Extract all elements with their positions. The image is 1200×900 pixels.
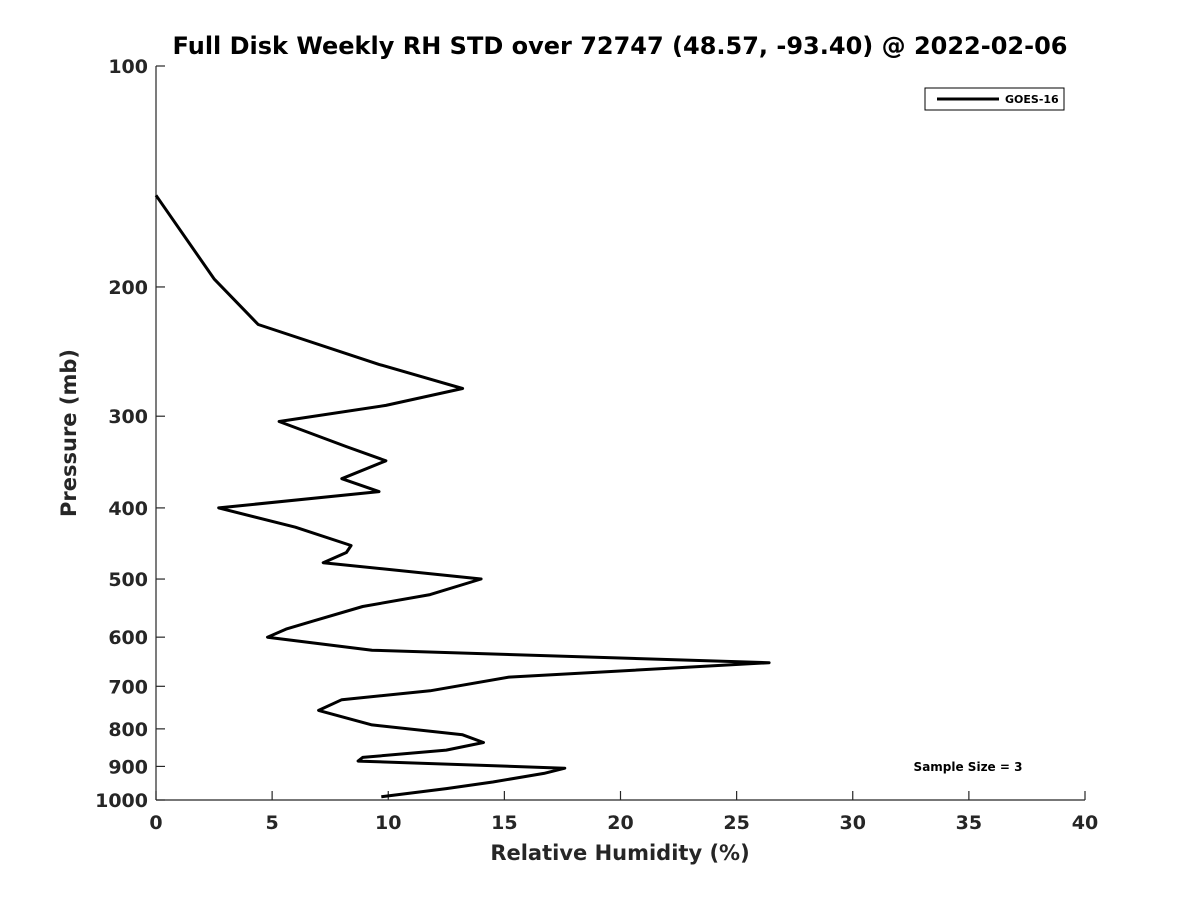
x-tick-label: 15 bbox=[491, 812, 517, 834]
plot-area bbox=[155, 66, 1085, 801]
y-tick-label: 700 bbox=[108, 676, 148, 698]
y-axis-ticks: 100 200 300 400 500 600 700 800 900 1000 bbox=[95, 56, 165, 812]
y-tick-label: 200 bbox=[108, 277, 148, 299]
y-tick-label: 600 bbox=[108, 627, 148, 649]
y-tick-label: 500 bbox=[108, 569, 148, 591]
x-tick-label: 0 bbox=[149, 812, 162, 834]
x-tick-label: 5 bbox=[266, 812, 279, 834]
y-tick-label: 400 bbox=[108, 498, 148, 520]
legend: GOES-16 bbox=[924, 87, 1065, 111]
x-tick-label: 25 bbox=[723, 812, 749, 834]
x-tick-label: 40 bbox=[1072, 812, 1098, 834]
y-tick-label: 800 bbox=[108, 719, 148, 741]
x-tick-label: 30 bbox=[840, 812, 866, 834]
legend-label-goes16: GOES-16 bbox=[1005, 93, 1059, 106]
x-tick-label: 35 bbox=[956, 812, 982, 834]
chart-title: Full Disk Weekly RH STD over 72747 (48.5… bbox=[173, 32, 1068, 60]
x-tick-label: 10 bbox=[375, 812, 401, 834]
x-tick-label: 20 bbox=[607, 812, 633, 834]
sample-size-annotation: Sample Size = 3 bbox=[914, 760, 1023, 774]
x-axis-label: Relative Humidity (%) bbox=[490, 841, 749, 865]
y-tick-label: 300 bbox=[108, 406, 148, 428]
y-tick-label: 900 bbox=[108, 756, 148, 778]
y-tick-label: 100 bbox=[108, 56, 148, 78]
x-axis-ticks: 0 5 10 15 20 25 30 35 40 bbox=[149, 791, 1098, 834]
y-tick-label: 1000 bbox=[95, 790, 148, 812]
series-goes16-line bbox=[154, 194, 771, 799]
y-axis-label: Pressure (mb) bbox=[57, 349, 81, 517]
